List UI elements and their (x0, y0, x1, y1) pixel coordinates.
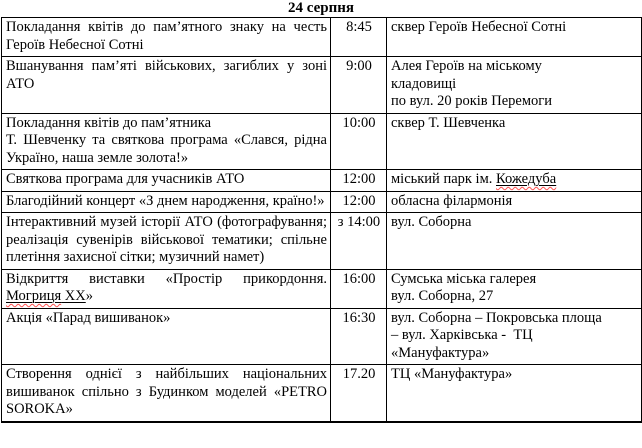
time-cell: 17.20 (330, 364, 387, 422)
location-cell: міський парк ім. Кожедуба (386, 169, 642, 192)
time-cell: 9:00 (330, 56, 387, 114)
misspelled-word: Могриця (6, 288, 62, 304)
location-cell: сквер Героїв Небесної Сотні (386, 17, 642, 57)
table-row: Благодійний концерт «З днем народження, … (1, 190, 642, 213)
event-cell: Святкова програма для учасників АТО (1, 169, 331, 192)
table-row: Вшанування пам’яті військових, загиблих … (1, 56, 642, 114)
document-page: 24 серпня Покладання квітів до пам’ятног… (1, 0, 642, 423)
table-row: Покладання квітів до пам’ятного знаку на… (1, 17, 642, 57)
location-cell: Алея Героїв на міському кладовищі по вул… (386, 56, 642, 114)
location-cell: Сумська міська галерея вул. Соборна, 27 (386, 268, 642, 309)
event-cell: Відкриття виставки «Простір прикордоння.… (1, 268, 331, 309)
misspelled-word: Кожедуба (496, 171, 557, 187)
event-text: » (85, 288, 93, 304)
event-cell: Інтерактивний музей історії АТО (фотогра… (1, 212, 331, 270)
event-cell: Вшанування пам’яті військових, загиблих … (1, 56, 331, 114)
location-cell: вул. Соборна – Покровська площа – вул. Х… (386, 307, 642, 365)
page-title: 24 серпня (288, 0, 354, 16)
time-cell: 12:00 (330, 190, 387, 213)
table-row: Відкриття виставки «Простір прикордоння.… (1, 268, 642, 309)
time-cell: 10:00 (330, 112, 387, 170)
event-cell: Благодійний концерт «З днем народження, … (1, 190, 331, 213)
underlined-word: Кожедуба (496, 171, 556, 187)
table-row: Акція «Парад вишиванок» 16:30 вул. Собор… (1, 307, 642, 365)
event-text: Відкриття виставки «Простір прикордоння. (6, 270, 331, 287)
underlined-phrase: Могриця ХХ (6, 288, 86, 304)
time-cell: 8:45 (330, 17, 387, 57)
table-row: Створення однієї з найбільших національн… (1, 364, 642, 422)
location-cell: обласна філармонія (386, 190, 642, 213)
time-cell: 16:00 (330, 268, 387, 309)
event-cell: Покладання квітів до пам’ятного знаку на… (1, 17, 331, 57)
schedule-table: Покладання квітів до пам’ятного знаку на… (1, 17, 642, 423)
location-cell: ТЦ «Мануфактура» (386, 364, 642, 422)
table-row: Покладання квітів до пам’ятника Т. Шевче… (1, 112, 642, 170)
time-cell: 12:00 (330, 169, 387, 192)
time-cell: 16:30 (330, 307, 387, 365)
underlined-word: ХХ (61, 288, 86, 304)
event-cell: Акція «Парад вишиванок» (1, 307, 331, 365)
location-text: міський парк ім. (391, 171, 497, 187)
table-row: Святкова програма для учасників АТО 12:0… (1, 169, 642, 192)
location-cell: сквер Т. Шевченка (386, 112, 642, 170)
event-cell: Покладання квітів до пам’ятника Т. Шевче… (1, 112, 331, 170)
event-cell: Створення однієї з найбільших національн… (1, 364, 331, 422)
time-cell: з 14:00 (330, 212, 387, 270)
table-row: Інтерактивний музей історії АТО (фотогра… (1, 212, 642, 270)
location-cell: вул. Соборна (386, 212, 642, 270)
